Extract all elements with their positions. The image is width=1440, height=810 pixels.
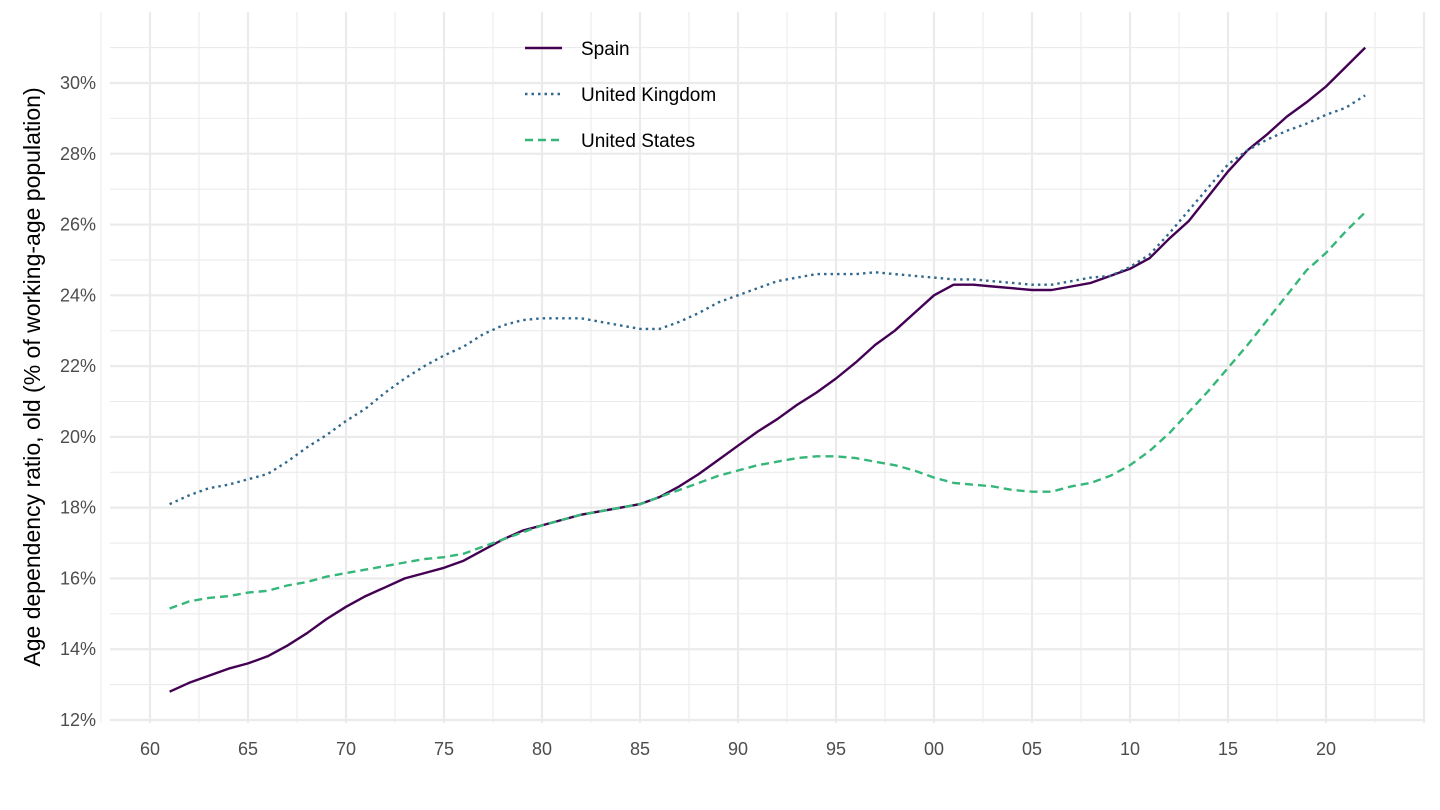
legend: Spain United Kingdom United States: [525, 39, 716, 152]
x-tick-label: 85: [630, 739, 650, 759]
y-tick-label: 30%: [60, 73, 96, 93]
y-axis-title: Age dependency ratio, old (% of working-…: [19, 87, 45, 666]
x-tick-label: 00: [924, 739, 944, 759]
series-line-united-states: [169, 211, 1367, 610]
x-axis-ticks: 60 65 70 75 80 85 90 95 00 05 10 15 20: [140, 739, 1336, 759]
grid: [100, 12, 1426, 723]
legend-label: Spain: [581, 39, 630, 60]
legend-label: United States: [581, 131, 695, 152]
x-tick-label: 60: [140, 739, 160, 759]
x-tick-label: 95: [826, 739, 846, 759]
y-tick-label: 28%: [60, 144, 96, 164]
series-lines: [169, 46, 1367, 693]
y-axis-ticks: 12% 14% 16% 18% 20% 22% 24% 26% 28% 30%: [60, 73, 96, 730]
y-tick-label: 26%: [60, 215, 96, 235]
x-tick-label: 20: [1316, 739, 1336, 759]
legend-label: United Kingdom: [581, 85, 716, 106]
series-line-spain: [169, 46, 1367, 693]
y-tick-label: 22%: [60, 356, 96, 376]
y-tick-label: 12%: [60, 710, 96, 730]
y-tick-label: 24%: [60, 285, 96, 305]
series-line-united-kingdom: [169, 94, 1366, 506]
x-tick-label: 70: [336, 739, 356, 759]
x-tick-label: 75: [434, 739, 454, 759]
y-tick-label: 16%: [60, 568, 96, 588]
x-tick-label: 10: [1120, 739, 1140, 759]
x-tick-label: 15: [1218, 739, 1238, 759]
y-tick-label: 14%: [60, 639, 96, 659]
y-tick-label: 20%: [60, 427, 96, 447]
x-tick-label: 80: [532, 739, 552, 759]
y-tick-label: 18%: [60, 498, 96, 518]
x-tick-label: 05: [1022, 739, 1042, 759]
x-tick-label: 90: [728, 739, 748, 759]
x-tick-label: 65: [238, 739, 258, 759]
